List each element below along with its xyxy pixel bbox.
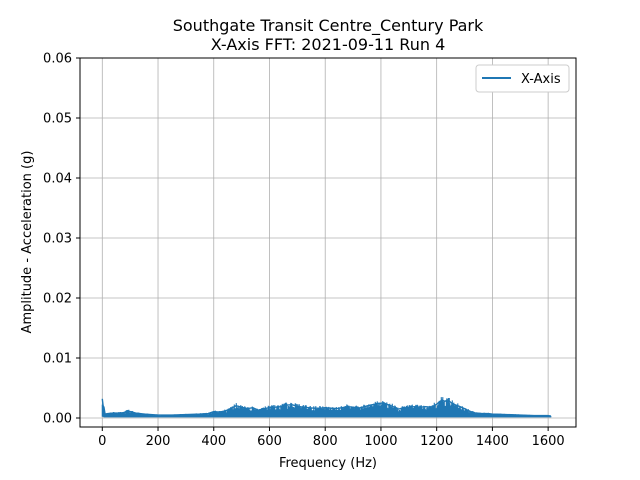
- series-x-axis-envelope: [101, 398, 552, 417]
- x-tick-label: 400: [201, 434, 226, 449]
- y-tick-label: 0.04: [43, 172, 72, 187]
- legend-box: [475, 64, 570, 93]
- y-tick-label: 0.05: [43, 112, 72, 127]
- plot-frame: [79, 57, 577, 428]
- y-tick-label: 0.00: [43, 412, 72, 427]
- chart-title-line-1: Southgate Transit Centre_Century Park: [173, 16, 484, 36]
- y-tick-label: 0.06: [43, 52, 72, 67]
- legend-label-x-axis: X-Axis: [521, 72, 561, 87]
- y-tick-label: 0.01: [43, 352, 72, 367]
- x-axis-ticks: 0 200 400 600 800 1000 1200 1400 1600: [98, 427, 565, 449]
- y-tick-label: 0.03: [43, 232, 72, 247]
- x-tick-label: 0: [98, 434, 106, 449]
- x-tick-label: 200: [146, 434, 171, 449]
- x-tick-label: 800: [313, 434, 338, 449]
- y-tick-label: 0.02: [43, 292, 72, 307]
- x-tick-label: 1200: [420, 434, 453, 449]
- chart-title-line-2: X-Axis FFT: 2021-09-11 Run 4: [211, 35, 446, 54]
- y-axis-ticks: 0.00 0.01 0.02 0.03 0.04 0.05 0.06: [43, 52, 80, 427]
- x-tick-label: 1400: [476, 434, 509, 449]
- x-tick-label: 600: [257, 434, 282, 449]
- grid-lines: [80, 57, 576, 427]
- x-tick-label: 1600: [532, 434, 565, 449]
- legend: X-Axis: [475, 64, 570, 93]
- series-x-axis-trace: [101, 397, 552, 418]
- x-axis-label: Frequency (Hz): [279, 456, 377, 471]
- x-tick-label: 1000: [364, 434, 397, 449]
- y-axis-label: Amplitude - Acceleration (g): [20, 151, 35, 334]
- plot-series-layer: [101, 397, 552, 418]
